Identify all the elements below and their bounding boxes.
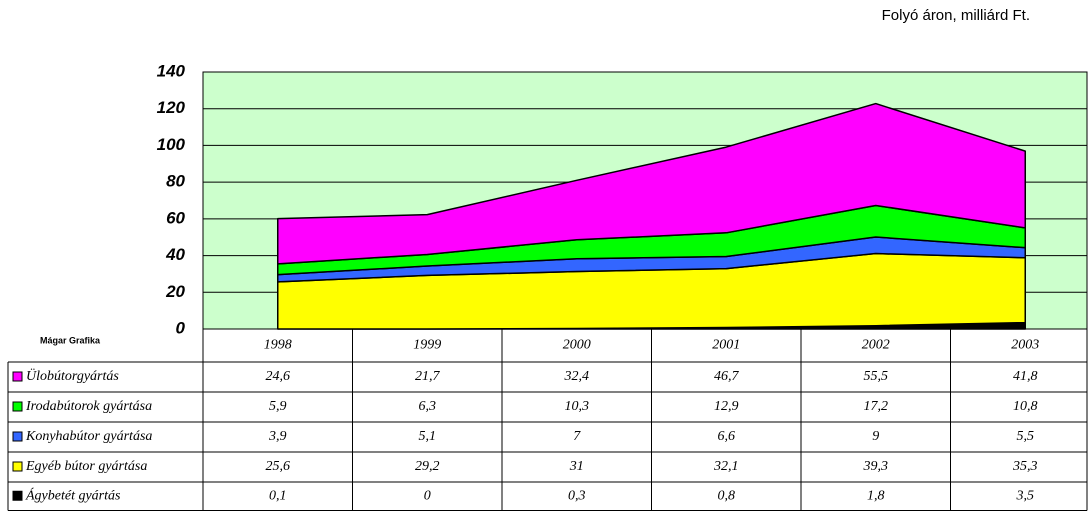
- table-value: 12,9: [714, 399, 739, 414]
- y-tick-label: 120: [157, 98, 186, 117]
- y-tick-label: 20: [165, 282, 185, 301]
- legend-swatch: [12, 490, 23, 501]
- table-value: 6,3: [419, 399, 437, 414]
- table-value: 29,2: [415, 459, 440, 474]
- table-value: 0,8: [718, 488, 736, 503]
- table-value: 3,5: [1016, 488, 1035, 503]
- table-value: 0,3: [568, 488, 586, 503]
- table-value: 24,6: [266, 369, 291, 384]
- y-tick-label: 80: [166, 172, 185, 191]
- legend-label: Konyhabútor gyártása: [25, 429, 152, 444]
- y-tick-label: 100: [157, 135, 186, 154]
- legend-swatch: [12, 431, 23, 442]
- table-value: 39,3: [863, 459, 889, 474]
- table-value: 41,8: [1013, 369, 1038, 384]
- table-value: 1,8: [867, 488, 885, 503]
- table-value: 7: [573, 429, 581, 444]
- table-value: 3,9: [268, 429, 287, 444]
- table-value: 32,1: [713, 459, 739, 474]
- table-value: 32,4: [564, 369, 590, 384]
- x-tick-label: 1998: [264, 338, 292, 353]
- y-tick-label: 0: [176, 318, 186, 337]
- y-tick-label: 140: [157, 61, 186, 80]
- table-value: 10,3: [565, 399, 590, 414]
- table-value: 31: [569, 459, 584, 474]
- table-value: 17,2: [864, 399, 889, 414]
- legend-label: Egyéb bútor gyártása: [25, 459, 147, 474]
- table-value: 5,5: [1017, 429, 1035, 444]
- table-value: 55,5: [864, 369, 889, 384]
- table-value: 9: [872, 429, 879, 444]
- table-value: 6,6: [718, 429, 736, 444]
- x-tick-label: 2000: [563, 338, 591, 353]
- x-tick-label: 2001: [712, 338, 740, 353]
- legend-swatch: [12, 371, 23, 382]
- x-tick-label: 2003: [1011, 338, 1039, 353]
- x-tick-label: 2002: [862, 338, 890, 353]
- area: [277, 102, 1026, 265]
- table-value: 21,7: [415, 369, 441, 384]
- legend-swatch: [12, 461, 23, 472]
- legend-label: Ülobútorgyártás: [26, 367, 119, 384]
- legend-label: Ágybetét gyártás: [25, 486, 121, 503]
- legend-swatch: [12, 401, 23, 412]
- table-value: 0: [424, 488, 431, 503]
- chart-subtitle: Folyó áron, milliárd Ft.: [882, 7, 1030, 24]
- legend-label: Irodabútorok gyártása: [25, 399, 152, 414]
- table-value: 5,9: [269, 399, 287, 414]
- y-tick-label: 60: [166, 208, 185, 227]
- table-value: 46,7: [714, 369, 740, 384]
- x-tick-label: 1999: [413, 338, 441, 353]
- watermark: Mágar Grafika: [40, 335, 101, 345]
- table-value: 35,3: [1012, 459, 1038, 474]
- table-value: 10,8: [1013, 399, 1038, 414]
- table-value: 0,1: [269, 488, 287, 503]
- table-value: 25,6: [266, 459, 291, 474]
- table-value: 5,1: [419, 429, 437, 444]
- y-tick-label: 40: [165, 245, 185, 264]
